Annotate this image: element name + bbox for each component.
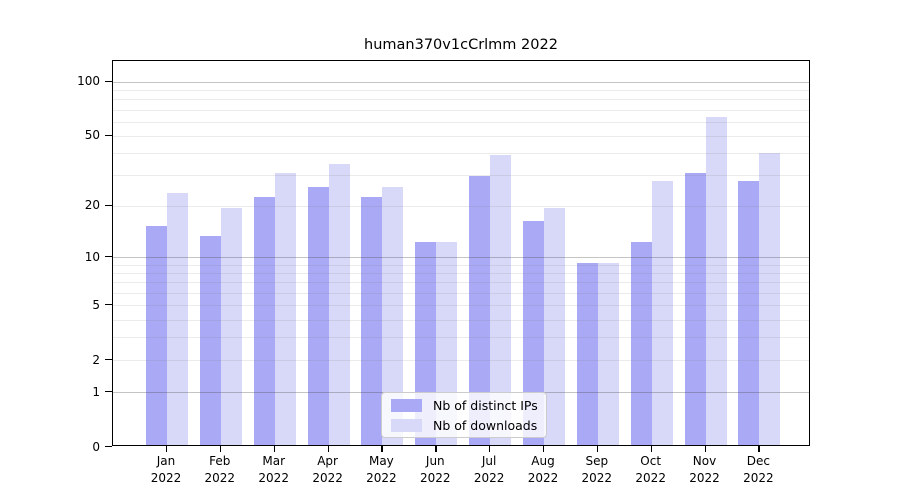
minor-gridline-7 bbox=[113, 282, 809, 284]
x-tick-oct bbox=[650, 446, 652, 452]
x-axis-tick-label: Mar 2022 bbox=[258, 454, 289, 485]
bar-downloads-jan bbox=[167, 193, 188, 445]
legend-swatch-distinct-ips bbox=[391, 398, 422, 412]
y-tick-20 bbox=[105, 204, 112, 207]
y-axis-tick-label: 1 bbox=[92, 384, 100, 399]
major-gridline-100 bbox=[113, 81, 809, 83]
bar-downloads-dec bbox=[759, 152, 781, 445]
x-tick-apr bbox=[327, 446, 329, 452]
x-axis-tick-label: Dec 2022 bbox=[743, 454, 774, 485]
minor-gridline-50 bbox=[113, 135, 809, 137]
plot-area: Nb of distinct IPs Nb of downloads bbox=[112, 60, 810, 446]
bar-distinct-ips-dec bbox=[738, 181, 760, 445]
x-axis-tick-label: Nov 2022 bbox=[689, 454, 720, 485]
bar-distinct-ips-oct bbox=[630, 241, 652, 445]
x-tick-jun bbox=[435, 446, 437, 452]
bar-distinct-ips-feb bbox=[199, 236, 221, 445]
x-axis-tick-label: Apr 2022 bbox=[312, 454, 343, 485]
y-tick-50 bbox=[105, 134, 112, 136]
chart-title: human370v1cCrlmm 2022 bbox=[364, 37, 558, 53]
bar-downloads-may bbox=[382, 187, 404, 445]
x-tick-feb bbox=[219, 446, 222, 452]
minor-gridline-9 bbox=[113, 264, 809, 266]
bar-distinct-ips-may bbox=[361, 196, 383, 445]
legend-swatch-downloads bbox=[391, 418, 422, 432]
y-tick-5 bbox=[105, 304, 112, 306]
x-tick-jan bbox=[166, 446, 168, 452]
x-axis-tick-label: Aug 2022 bbox=[527, 454, 559, 485]
minor-gridline-5 bbox=[113, 305, 809, 307]
minor-gridline-30 bbox=[113, 175, 809, 177]
bar-distinct-ips-jul bbox=[469, 175, 491, 445]
x-axis-tick-label: Sep 2022 bbox=[581, 454, 613, 485]
legend: Nb of distinct IPs Nb of downloads bbox=[381, 392, 547, 438]
y-tick-100 bbox=[105, 80, 112, 82]
bar-distinct-ips-sep bbox=[576, 262, 598, 445]
x-axis-tick-label: Jul 2022 bbox=[473, 454, 505, 485]
legend-label-downloads: Nb of downloads bbox=[433, 417, 538, 433]
bar-distinct-ips-mar bbox=[253, 196, 275, 445]
y-tick-2 bbox=[105, 359, 112, 361]
minor-gridline-20 bbox=[113, 205, 809, 207]
minor-gridline-60 bbox=[113, 121, 809, 123]
major-gridline-10 bbox=[113, 257, 809, 259]
bar-downloads-nov bbox=[705, 117, 727, 445]
x-axis-tick-label: Feb 2022 bbox=[204, 454, 236, 485]
bar-downloads-mar bbox=[274, 173, 296, 445]
y-tick-0 bbox=[105, 446, 112, 448]
minor-gridline-70 bbox=[113, 109, 809, 111]
bar-distinct-ips-aug bbox=[522, 220, 544, 445]
x-tick-may bbox=[381, 446, 383, 452]
y-axis-tick-label: 100 bbox=[77, 74, 100, 89]
minor-gridline-8 bbox=[113, 273, 809, 274]
x-tick-dec bbox=[758, 446, 760, 452]
x-axis-tick-label: May 2022 bbox=[366, 454, 397, 485]
x-tick-mar bbox=[273, 446, 275, 452]
bar-downloads-apr bbox=[328, 163, 350, 445]
bar-distinct-ips-jan bbox=[146, 225, 167, 445]
y-tick-1 bbox=[105, 391, 112, 393]
y-tick-10 bbox=[105, 256, 112, 258]
legend-entry-downloads: Nb of downloads bbox=[391, 417, 538, 433]
y-axis-tick-label: 2 bbox=[92, 352, 100, 367]
x-tick-jul bbox=[489, 446, 491, 452]
bar-downloads-sep bbox=[597, 262, 619, 445]
bar-distinct-ips-nov bbox=[684, 173, 706, 445]
bar-downloads-aug bbox=[543, 207, 565, 445]
legend-entry-distinct-ips: Nb of distinct IPs bbox=[391, 397, 538, 413]
bar-downloads-feb bbox=[220, 207, 242, 445]
x-axis-tick-label: Oct 2022 bbox=[635, 454, 666, 485]
minor-gridline-2 bbox=[113, 360, 809, 361]
x-tick-sep bbox=[596, 446, 599, 452]
x-axis-tick-label: Jan 2022 bbox=[150, 454, 182, 485]
bar-downloads-jul bbox=[490, 154, 512, 445]
minor-gridline-40 bbox=[113, 153, 809, 154]
y-axis-tick-label: 50 bbox=[84, 128, 100, 143]
x-axis-tick-label: Jun 2022 bbox=[420, 454, 451, 485]
y-axis-tick-label: 10 bbox=[84, 249, 100, 264]
bar-distinct-ips-apr bbox=[307, 187, 329, 445]
minor-gridline-4 bbox=[113, 319, 809, 321]
y-axis-tick-label: 20 bbox=[84, 198, 100, 213]
legend-label-distinct-ips: Nb of distinct IPs bbox=[433, 397, 538, 413]
x-tick-aug bbox=[543, 446, 545, 452]
minor-gridline-80 bbox=[113, 99, 809, 101]
minor-gridline-6 bbox=[113, 292, 809, 294]
minor-gridline-90 bbox=[113, 89, 809, 91]
bar-downloads-oct bbox=[651, 181, 673, 445]
y-axis-tick-label: 5 bbox=[92, 297, 100, 312]
y-axis-tick-label: 0 bbox=[92, 439, 100, 454]
x-tick-nov bbox=[704, 446, 706, 452]
minor-gridline-3 bbox=[113, 337, 809, 339]
